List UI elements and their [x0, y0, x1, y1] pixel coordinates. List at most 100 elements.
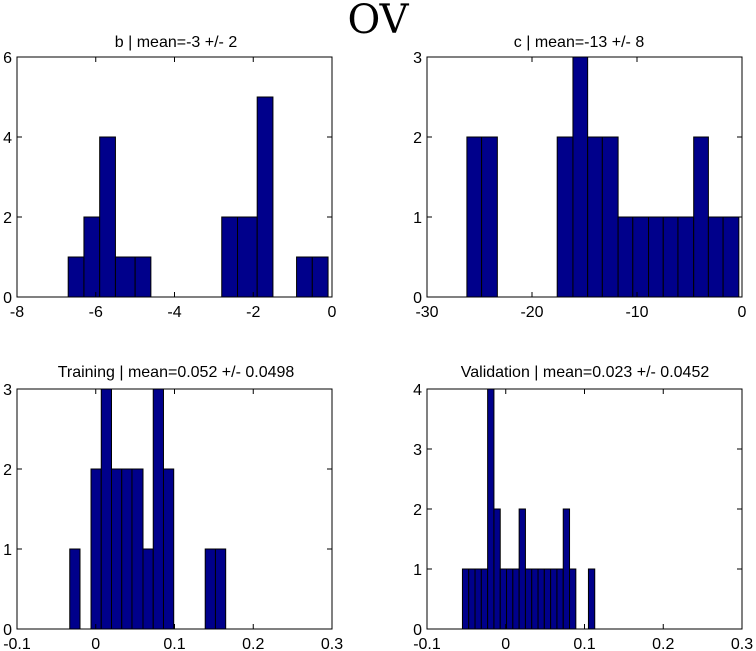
histogram-bar-b-9: [311, 256, 329, 298]
tick-group-c: -30 -20 -10 0 0 1 2 3: [413, 50, 746, 321]
plot-frame-training: [16, 388, 333, 630]
y-tick-label-c: 2: [413, 130, 422, 147]
histogram-bar-validation-19: [587, 568, 596, 630]
x-tick-label-b: -4: [167, 304, 181, 321]
histogram-bar-training-5: [131, 468, 144, 630]
y-tick-label-c: 0: [413, 290, 422, 307]
histogram-bar-validation-8: [512, 568, 520, 630]
y-tick-label-validation: 2: [413, 502, 422, 519]
histogram-bar-validation-2: [474, 568, 482, 630]
histogram-bar-validation-3: [480, 568, 489, 630]
histogram-bar-training-6: [142, 548, 154, 630]
histogram-bar-validation-0: [461, 568, 470, 630]
histogram-bar-validation-10: [524, 568, 533, 630]
x-tick-label-training: 0.1: [163, 636, 185, 651]
histogram-bar-validation-7: [506, 568, 514, 630]
x-tick-label-c: 0: [738, 304, 747, 321]
x-tick-label-validation: 0.3: [731, 636, 753, 651]
panel-training: Training | mean=0.052 +/- 0.0498 -0.1 0 0.…: [3, 364, 343, 651]
bar-group-c: [466, 56, 740, 298]
histogram-bar-training-8: [162, 468, 175, 630]
histogram-bar-c-8: [648, 216, 664, 298]
y-tick-label-training: 2: [3, 462, 12, 479]
y-tick-label-validation: 3: [413, 442, 422, 459]
y-tick-label-validation: 1: [413, 562, 422, 579]
bar-group-training: [69, 388, 227, 630]
histogram-bar-validation-16: [562, 508, 571, 630]
histogram-bar-validation-13: [543, 568, 552, 630]
figure-title: OV: [348, 0, 410, 43]
x-tick-label-validation: 0.1: [573, 636, 595, 651]
histogram-bar-c-0: [466, 136, 483, 298]
x-tick-label-c: -10: [625, 304, 648, 321]
y-tick-label-training: 3: [3, 382, 12, 399]
x-tick-label-training: -0.1: [3, 636, 31, 651]
histogram-bar-training-2: [100, 388, 112, 630]
histogram-bar-c-3: [572, 56, 589, 298]
histogram-bar-c-7: [632, 216, 650, 298]
histogram-bar-c-12: [707, 216, 724, 298]
x-tick-label-b: -2: [246, 304, 260, 321]
panel-title-validation: Validation | mean=0.023 +/- 0.0452: [461, 364, 710, 381]
x-tick-label-c: -30: [415, 304, 438, 321]
x-tick-label-b: 0: [328, 304, 337, 321]
plot-frame-c: [426, 56, 743, 298]
histogram-bar-validation-17: [569, 568, 577, 630]
y-tick-label-training: 1: [3, 542, 12, 559]
panel-title-c: c | mean=-13 +/- 8: [514, 34, 645, 51]
x-tick-label-training: 0.2: [242, 636, 264, 651]
histogram-bar-c-5: [601, 136, 619, 298]
histogram-bar-c-9: [662, 216, 679, 298]
y-tick-label-b: 4: [3, 130, 12, 147]
plot-frame-validation: [426, 388, 743, 630]
histogram-bar-c-11: [693, 136, 709, 298]
histogram-bar-b-8: [296, 256, 313, 298]
histogram-bar-validation-6: [499, 568, 508, 630]
histogram-bar-training-3: [111, 468, 123, 630]
histogram-bar-validation-14: [550, 568, 558, 630]
histogram-bar-b-0: [67, 256, 85, 298]
histogram-bar-c-1: [481, 136, 498, 298]
x-tick-label-validation: -0.1: [413, 636, 441, 651]
histogram-bar-validation-11: [531, 568, 539, 630]
plot-frame-b: [16, 56, 333, 298]
y-tick-label-validation: 0: [413, 622, 422, 639]
histogram-bar-c-2: [556, 136, 574, 298]
x-tick-label-validation: 0.2: [652, 636, 674, 651]
histogram-bar-c-4: [587, 136, 603, 298]
histogram-bar-validation-4: [487, 388, 495, 630]
x-tick-label-b: -8: [10, 304, 24, 321]
x-tick-label-b: -6: [89, 304, 103, 321]
x-tick-label-training: 0: [91, 636, 100, 651]
histogram-bar-b-2: [99, 136, 116, 298]
histogram-bar-b-7: [256, 96, 274, 298]
histogram-bar-validation-9: [518, 508, 526, 630]
histogram-bar-validation-1: [468, 568, 476, 630]
panel-c: c | mean=-13 +/- 8 -30 -20 -10 0 0 1 2 3: [413, 34, 746, 321]
panel-title-training: Training | mean=0.052 +/- 0.0498: [58, 364, 295, 381]
bar-group-validation: [461, 388, 596, 630]
histogram-bar-c-10: [677, 216, 695, 298]
y-tick-label-validation: 4: [413, 382, 422, 399]
histogram-bar-training-4: [121, 468, 133, 630]
y-tick-label-b: 0: [3, 290, 12, 307]
histogram-bar-validation-12: [537, 568, 545, 630]
histogram-bar-training-7: [152, 388, 164, 630]
y-tick-label-c: 3: [413, 50, 422, 67]
histogram-bar-training-9: [204, 548, 216, 630]
tick-group-b: -8 -6 -4 -2 0 0 2 4 6: [3, 50, 336, 321]
histogram-bar-training-10: [214, 548, 227, 630]
x-tick-label-training: 0.3: [321, 636, 343, 651]
histogram-bar-training-0: [69, 548, 81, 630]
histogram-bar-b-5: [221, 216, 238, 298]
panel-title-b: b | mean=-3 +/- 2: [115, 34, 238, 51]
panel-validation: Validation | mean=0.023 +/- 0.0452 -0.1 0…: [413, 364, 753, 651]
y-tick-label-b: 2: [3, 210, 12, 227]
y-tick-label-b: 6: [3, 50, 12, 67]
histogram-bar-validation-5: [493, 508, 501, 630]
panel-b: b | mean=-3 +/- 2 -8 -6 -4 -2 0 0 2 4 6: [3, 34, 336, 321]
y-tick-label-training: 0: [3, 622, 12, 639]
histogram-bar-b-3: [114, 256, 136, 298]
